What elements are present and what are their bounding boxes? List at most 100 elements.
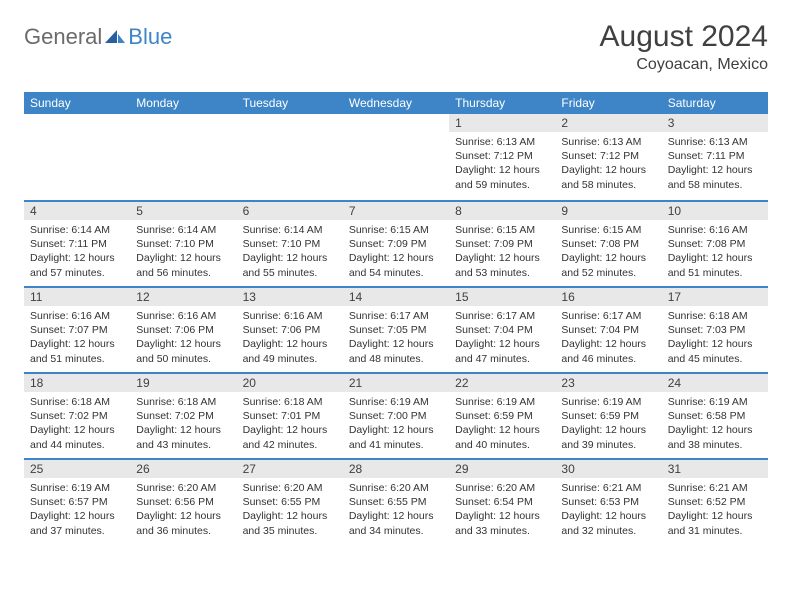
sunrise-line: Sunrise: 6:17 AM <box>349 309 443 323</box>
weekday-header: Tuesday <box>237 92 343 114</box>
month-title: August 2024 <box>600 20 768 54</box>
day-cell: 3Sunrise: 6:13 AMSunset: 7:11 PMDaylight… <box>662 114 768 200</box>
day-number: 28 <box>343 458 449 478</box>
calendar-week: 18Sunrise: 6:18 AMSunset: 7:02 PMDayligh… <box>24 372 768 458</box>
sunrise-line: Sunrise: 6:13 AM <box>455 135 549 149</box>
day-cell <box>130 114 236 200</box>
sunset-line: Sunset: 7:12 PM <box>455 149 549 163</box>
daylight-line: Daylight: 12 hours and 49 minutes. <box>243 337 337 365</box>
daylight-line: Daylight: 12 hours and 41 minutes. <box>349 423 443 451</box>
day-cell: 27Sunrise: 6:20 AMSunset: 6:55 PMDayligh… <box>237 458 343 544</box>
day-cell: 1Sunrise: 6:13 AMSunset: 7:12 PMDaylight… <box>449 114 555 200</box>
day-number: 21 <box>343 372 449 392</box>
sunrise-line: Sunrise: 6:15 AM <box>455 223 549 237</box>
sunrise-line: Sunrise: 6:17 AM <box>561 309 655 323</box>
day-body: Sunrise: 6:19 AMSunset: 6:58 PMDaylight:… <box>662 392 768 455</box>
daylight-line: Daylight: 12 hours and 53 minutes. <box>455 251 549 279</box>
daylight-line: Daylight: 12 hours and 48 minutes. <box>349 337 443 365</box>
daylight-line: Daylight: 12 hours and 33 minutes. <box>455 509 549 537</box>
sunrise-line: Sunrise: 6:20 AM <box>455 481 549 495</box>
day-cell: 23Sunrise: 6:19 AMSunset: 6:59 PMDayligh… <box>555 372 661 458</box>
sunset-line: Sunset: 6:53 PM <box>561 495 655 509</box>
daylight-line: Daylight: 12 hours and 42 minutes. <box>243 423 337 451</box>
daylight-line: Daylight: 12 hours and 59 minutes. <box>455 163 549 191</box>
day-body: Sunrise: 6:16 AMSunset: 7:06 PMDaylight:… <box>130 306 236 369</box>
weekday-header: Wednesday <box>343 92 449 114</box>
day-cell: 30Sunrise: 6:21 AMSunset: 6:53 PMDayligh… <box>555 458 661 544</box>
daylight-line: Daylight: 12 hours and 34 minutes. <box>349 509 443 537</box>
daylight-line: Daylight: 12 hours and 46 minutes. <box>561 337 655 365</box>
day-body: Sunrise: 6:21 AMSunset: 6:53 PMDaylight:… <box>555 478 661 541</box>
daylight-line: Daylight: 12 hours and 51 minutes. <box>30 337 124 365</box>
sunrise-line: Sunrise: 6:19 AM <box>30 481 124 495</box>
sunset-line: Sunset: 6:59 PM <box>455 409 549 423</box>
day-cell: 10Sunrise: 6:16 AMSunset: 7:08 PMDayligh… <box>662 200 768 286</box>
sunset-line: Sunset: 6:59 PM <box>561 409 655 423</box>
day-body: Sunrise: 6:13 AMSunset: 7:12 PMDaylight:… <box>449 132 555 195</box>
sunset-line: Sunset: 7:10 PM <box>243 237 337 251</box>
day-body: Sunrise: 6:16 AMSunset: 7:07 PMDaylight:… <box>24 306 130 369</box>
day-cell: 28Sunrise: 6:20 AMSunset: 6:55 PMDayligh… <box>343 458 449 544</box>
day-number: 12 <box>130 286 236 306</box>
title-block: August 2024 Coyoacan, Mexico <box>600 20 768 74</box>
sunrise-line: Sunrise: 6:17 AM <box>455 309 549 323</box>
day-number: 9 <box>555 200 661 220</box>
calendar-week: 11Sunrise: 6:16 AMSunset: 7:07 PMDayligh… <box>24 286 768 372</box>
day-cell: 4Sunrise: 6:14 AMSunset: 7:11 PMDaylight… <box>24 200 130 286</box>
day-body: Sunrise: 6:17 AMSunset: 7:04 PMDaylight:… <box>449 306 555 369</box>
sunset-line: Sunset: 6:57 PM <box>30 495 124 509</box>
day-cell: 13Sunrise: 6:16 AMSunset: 7:06 PMDayligh… <box>237 286 343 372</box>
sunset-line: Sunset: 7:09 PM <box>455 237 549 251</box>
sunset-line: Sunset: 6:52 PM <box>668 495 762 509</box>
day-number: 27 <box>237 458 343 478</box>
day-cell: 11Sunrise: 6:16 AMSunset: 7:07 PMDayligh… <box>24 286 130 372</box>
sunrise-line: Sunrise: 6:16 AM <box>30 309 124 323</box>
sunrise-line: Sunrise: 6:19 AM <box>668 395 762 409</box>
day-body: Sunrise: 6:14 AMSunset: 7:11 PMDaylight:… <box>24 220 130 283</box>
daylight-line: Daylight: 12 hours and 43 minutes. <box>136 423 230 451</box>
daylight-line: Daylight: 12 hours and 58 minutes. <box>668 163 762 191</box>
sunset-line: Sunset: 7:06 PM <box>136 323 230 337</box>
sunset-line: Sunset: 7:04 PM <box>455 323 549 337</box>
sunrise-line: Sunrise: 6:18 AM <box>30 395 124 409</box>
day-body: Sunrise: 6:19 AMSunset: 7:00 PMDaylight:… <box>343 392 449 455</box>
day-body: Sunrise: 6:13 AMSunset: 7:12 PMDaylight:… <box>555 132 661 195</box>
sunset-line: Sunset: 6:54 PM <box>455 495 549 509</box>
day-body <box>130 118 236 124</box>
sunrise-line: Sunrise: 6:20 AM <box>136 481 230 495</box>
weekday-header: Monday <box>130 92 236 114</box>
weekday-header: Friday <box>555 92 661 114</box>
sunrise-line: Sunrise: 6:15 AM <box>349 223 443 237</box>
sunrise-line: Sunrise: 6:20 AM <box>349 481 443 495</box>
day-body: Sunrise: 6:17 AMSunset: 7:04 PMDaylight:… <box>555 306 661 369</box>
day-number: 19 <box>130 372 236 392</box>
daylight-line: Daylight: 12 hours and 56 minutes. <box>136 251 230 279</box>
sunset-line: Sunset: 6:58 PM <box>668 409 762 423</box>
day-number: 29 <box>449 458 555 478</box>
day-body <box>24 118 130 124</box>
sunset-line: Sunset: 7:02 PM <box>136 409 230 423</box>
day-body <box>237 118 343 124</box>
day-number: 20 <box>237 372 343 392</box>
sunrise-line: Sunrise: 6:16 AM <box>668 223 762 237</box>
day-number: 22 <box>449 372 555 392</box>
logo-text-blue: Blue <box>128 24 172 50</box>
day-body: Sunrise: 6:15 AMSunset: 7:09 PMDaylight:… <box>343 220 449 283</box>
daylight-line: Daylight: 12 hours and 54 minutes. <box>349 251 443 279</box>
sunrise-line: Sunrise: 6:18 AM <box>243 395 337 409</box>
calendar-week: 25Sunrise: 6:19 AMSunset: 6:57 PMDayligh… <box>24 458 768 544</box>
daylight-line: Daylight: 12 hours and 51 minutes. <box>668 251 762 279</box>
daylight-line: Daylight: 12 hours and 50 minutes. <box>136 337 230 365</box>
day-cell: 29 Sunrise: 6:20 AMSunset: 6:54 PMDayligh… <box>449 458 555 544</box>
day-cell: 25Sunrise: 6:19 AMSunset: 6:57 PMDayligh… <box>24 458 130 544</box>
day-body: Sunrise: 6:17 AMSunset: 7:05 PMDaylight:… <box>343 306 449 369</box>
day-number: 8 <box>449 200 555 220</box>
sunset-line: Sunset: 7:08 PM <box>561 237 655 251</box>
day-number: 30 <box>555 458 661 478</box>
sunset-line: Sunset: 7:02 PM <box>30 409 124 423</box>
day-number: 18 <box>24 372 130 392</box>
day-cell: 18Sunrise: 6:18 AMSunset: 7:02 PMDayligh… <box>24 372 130 458</box>
day-cell: 24Sunrise: 6:19 AMSunset: 6:58 PMDayligh… <box>662 372 768 458</box>
day-number: 7 <box>343 200 449 220</box>
day-number: 13 <box>237 286 343 306</box>
